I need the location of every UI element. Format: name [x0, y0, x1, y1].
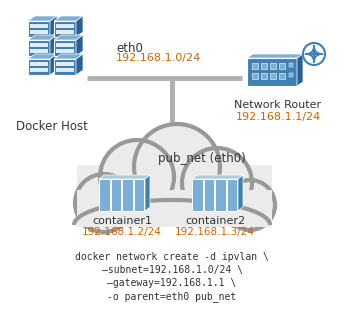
Circle shape	[226, 181, 274, 229]
Polygon shape	[50, 35, 57, 56]
Circle shape	[135, 125, 219, 209]
Bar	[28, 21, 50, 37]
Circle shape	[101, 141, 173, 213]
Polygon shape	[238, 175, 243, 211]
Bar	[30, 24, 48, 28]
Bar	[56, 68, 74, 72]
Bar	[56, 43, 74, 47]
Circle shape	[76, 175, 132, 231]
Bar	[122, 179, 132, 211]
Text: container1: container1	[92, 216, 152, 226]
Bar	[247, 58, 297, 86]
Bar	[30, 62, 48, 66]
Bar	[56, 30, 74, 34]
Bar	[30, 68, 48, 72]
Circle shape	[183, 149, 251, 217]
Bar	[133, 179, 144, 211]
Polygon shape	[77, 165, 272, 225]
Bar	[99, 179, 109, 211]
Circle shape	[226, 181, 274, 229]
Text: 192.168.1.0/24: 192.168.1.0/24	[116, 53, 201, 63]
Bar	[289, 73, 293, 77]
Bar	[203, 179, 214, 211]
Bar	[192, 179, 202, 211]
Bar	[28, 59, 50, 75]
Polygon shape	[192, 175, 243, 179]
Circle shape	[76, 175, 132, 231]
Text: docker network create -d ipvlan \: docker network create -d ipvlan \	[75, 252, 269, 262]
Polygon shape	[76, 35, 83, 56]
Bar	[56, 62, 74, 66]
Bar	[30, 49, 48, 53]
Polygon shape	[50, 16, 57, 37]
Text: Network Router: Network Router	[234, 100, 322, 110]
Text: Docker Host: Docker Host	[16, 120, 88, 133]
Bar	[30, 30, 48, 34]
Polygon shape	[28, 35, 57, 40]
Bar	[261, 73, 267, 79]
Text: pub_net (eth0): pub_net (eth0)	[158, 152, 246, 165]
Polygon shape	[76, 54, 83, 75]
Polygon shape	[297, 54, 303, 86]
Circle shape	[101, 141, 173, 213]
Text: 192.168.1.1/24: 192.168.1.1/24	[235, 112, 321, 122]
Polygon shape	[99, 175, 150, 179]
Circle shape	[303, 43, 325, 65]
Bar	[30, 43, 48, 47]
Text: eth0: eth0	[116, 42, 143, 55]
Bar	[28, 40, 50, 56]
Text: -o parent=eth0 pub_net: -o parent=eth0 pub_net	[107, 291, 237, 302]
Bar	[215, 179, 225, 211]
Bar	[252, 73, 258, 79]
Bar	[226, 179, 237, 211]
Bar	[54, 59, 76, 75]
Bar	[261, 63, 267, 69]
Polygon shape	[50, 54, 57, 75]
Polygon shape	[54, 16, 83, 21]
Circle shape	[135, 125, 219, 209]
Text: 192.168.1.3/24: 192.168.1.3/24	[175, 227, 255, 237]
Bar	[252, 63, 258, 69]
Polygon shape	[28, 54, 57, 59]
Polygon shape	[28, 16, 57, 21]
Bar	[270, 63, 276, 69]
Bar	[56, 49, 74, 53]
Circle shape	[183, 149, 251, 217]
Bar	[54, 40, 76, 56]
Bar	[270, 73, 276, 79]
Bar	[56, 24, 74, 28]
Bar	[289, 63, 293, 67]
Text: –subnet=192.168.1.0/24 \: –subnet=192.168.1.0/24 \	[102, 265, 243, 275]
Bar	[279, 73, 285, 79]
Text: –gateway=192.168.1.1 \: –gateway=192.168.1.1 \	[107, 278, 237, 288]
Bar	[54, 21, 76, 37]
Polygon shape	[54, 35, 83, 40]
Polygon shape	[76, 16, 83, 37]
Polygon shape	[145, 175, 150, 211]
Text: container2: container2	[185, 216, 245, 226]
Polygon shape	[77, 190, 272, 227]
Polygon shape	[247, 54, 303, 58]
Polygon shape	[54, 54, 83, 59]
Bar	[110, 179, 121, 211]
Bar	[279, 63, 285, 69]
Text: 192.168.1.2/24: 192.168.1.2/24	[82, 227, 162, 237]
